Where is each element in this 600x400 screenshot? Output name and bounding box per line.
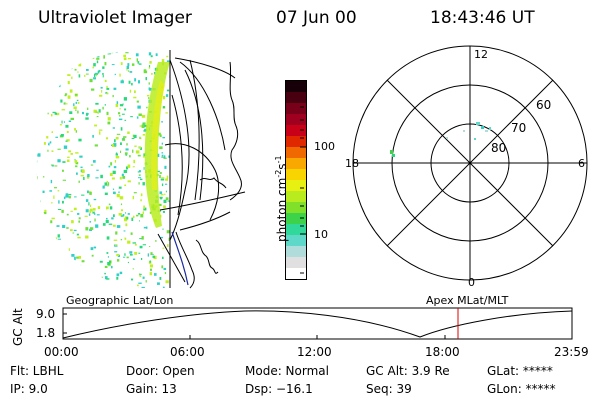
terminator-line [171, 231, 189, 286]
time-tick-1800: 18:00 [425, 345, 460, 359]
mlat-label-80: 80 [491, 141, 507, 155]
time-tick-1200: 12:00 [297, 345, 332, 359]
mlat-label-70: 70 [511, 121, 527, 135]
mlt-label-18: 18 [345, 157, 359, 170]
colorbar-swatch [286, 169, 306, 181]
colorbar-swatch [286, 125, 306, 137]
altitude-plot [62, 307, 573, 340]
polar-emission [390, 122, 501, 157]
mlt-label-6: 6 [578, 157, 585, 170]
unit-text-s: s [275, 163, 289, 170]
unit-exponent-2: -1 [274, 155, 283, 164]
mlt-label-0: 0 [468, 276, 475, 289]
colorbar-swatch [286, 268, 306, 279]
altitude-curve [62, 310, 573, 339]
colorbar-swatch [286, 103, 306, 115]
auroral-emission-band [144, 62, 170, 228]
colorbar-swatch [286, 81, 306, 93]
seq-label: Seq: 39 [366, 382, 412, 396]
mode-label: Mode: Normal [245, 364, 329, 378]
altitude-ylabel: GC Alt [11, 308, 25, 346]
altitude-tick-9: 9.0 [36, 307, 56, 321]
gain-label: Gain: 13 [126, 382, 177, 396]
ip-label: IP: 9.0 [10, 382, 48, 396]
altitude-tick-1: 1.8 [36, 326, 56, 340]
colorbar-swatch [286, 213, 306, 225]
colorbar [285, 80, 307, 280]
glon-label: GLon: ***** [487, 382, 556, 396]
filter-label: Flt: LBHL [10, 364, 64, 378]
colorbar-tick-10: 10 [314, 228, 328, 241]
time-tick-0000: 00:00 [44, 345, 79, 359]
colorbar-unit-label: photon cm-2s-1 [272, 155, 289, 242]
date-label: 07 Jun 00 [276, 8, 357, 28]
mlt-label-12: 12 [474, 48, 488, 61]
geographic-label: Geographic Lat/Lon [66, 294, 174, 307]
instrument-title: Ultraviolet Imager [38, 8, 192, 28]
polar-plot [352, 45, 588, 281]
unit-exponent-1: -2 [274, 169, 283, 178]
colorbar-swatch [286, 158, 306, 170]
colorbar-swatch [286, 246, 306, 258]
colorbar-swatch [286, 191, 306, 203]
time-tick-0600: 06:00 [170, 345, 205, 359]
colorbar-swatch [286, 114, 306, 126]
colorbar-swatch [286, 224, 306, 236]
unit-text: photon cm [275, 177, 289, 242]
apex-label: Apex MLat/MLT [426, 294, 509, 307]
geographic-grid [157, 50, 246, 288]
colorbar-swatch [286, 202, 306, 214]
time-label: 18:43:46 UT [430, 8, 535, 28]
gc-alt-label: GC Alt: 3.9 Re [366, 364, 450, 378]
colorbar-swatch [286, 235, 306, 247]
colorbar-tick-100: 100 [314, 140, 335, 153]
auroral-emission-core [151, 80, 165, 190]
dsp-label: Dsp: −16.1 [245, 382, 313, 396]
colorbar-swatch [286, 180, 306, 192]
glat-label: GLat: ***** [487, 364, 553, 378]
mlat-label-60: 60 [536, 98, 552, 112]
colorbar-swatch [286, 92, 306, 104]
colorbar-swatch [286, 257, 306, 269]
coastline [175, 61, 242, 289]
colorbar-swatch [286, 147, 306, 159]
door-label: Door: Open [126, 364, 195, 378]
colorbar-swatch [286, 136, 306, 148]
colorbar-ticks [300, 106, 307, 274]
geographic-map [36, 49, 246, 289]
time-tick-2359: 23:59 [554, 345, 589, 359]
